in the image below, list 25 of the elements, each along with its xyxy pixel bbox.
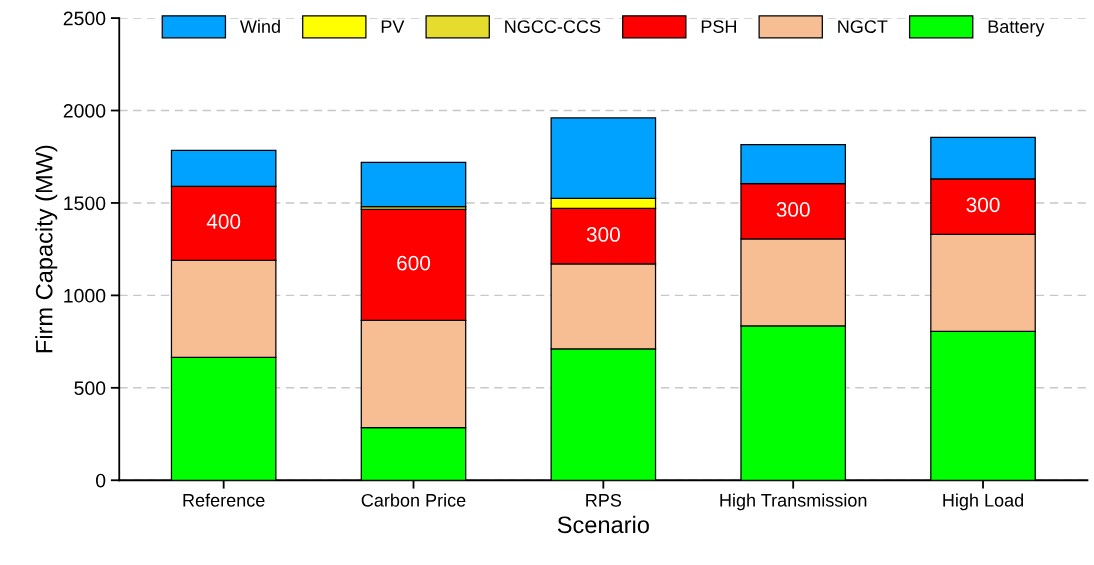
y-tick-label: 2000 xyxy=(63,103,106,118)
y-tick-label: 1000 xyxy=(64,288,106,303)
x-tick-label: Carbon Price xyxy=(361,493,466,507)
x-tick-label: RPS xyxy=(586,493,622,507)
data-label: 300 xyxy=(586,227,620,242)
y-axis-title: Firm Capacity (MW) xyxy=(35,145,58,353)
x-axis-title: Scenario xyxy=(557,515,649,534)
x-tick-label: High Load xyxy=(943,493,1024,511)
y-tick-label: 500 xyxy=(74,381,106,396)
bar xyxy=(360,161,467,208)
legend-label: NGCT xyxy=(838,20,888,33)
data-label: 400 xyxy=(206,214,241,229)
data-label: 300 xyxy=(966,197,1000,213)
legend-label: NGCC-CCS xyxy=(505,20,601,33)
data-label: 600 xyxy=(397,255,431,271)
x-tick-label: High Transmission xyxy=(720,493,867,511)
y-tick-label: 0 xyxy=(96,473,106,488)
legend-label: PSH xyxy=(701,20,736,33)
y-tick-label: 1500 xyxy=(64,196,106,211)
data-label: 300 xyxy=(776,202,810,217)
legend-label: Battery xyxy=(988,20,1045,37)
x-tick-label: Reference xyxy=(183,493,265,507)
legend-label: PV xyxy=(381,20,405,33)
y-tick-label: 2500 xyxy=(63,11,106,26)
legend-label: Wind xyxy=(239,19,280,33)
